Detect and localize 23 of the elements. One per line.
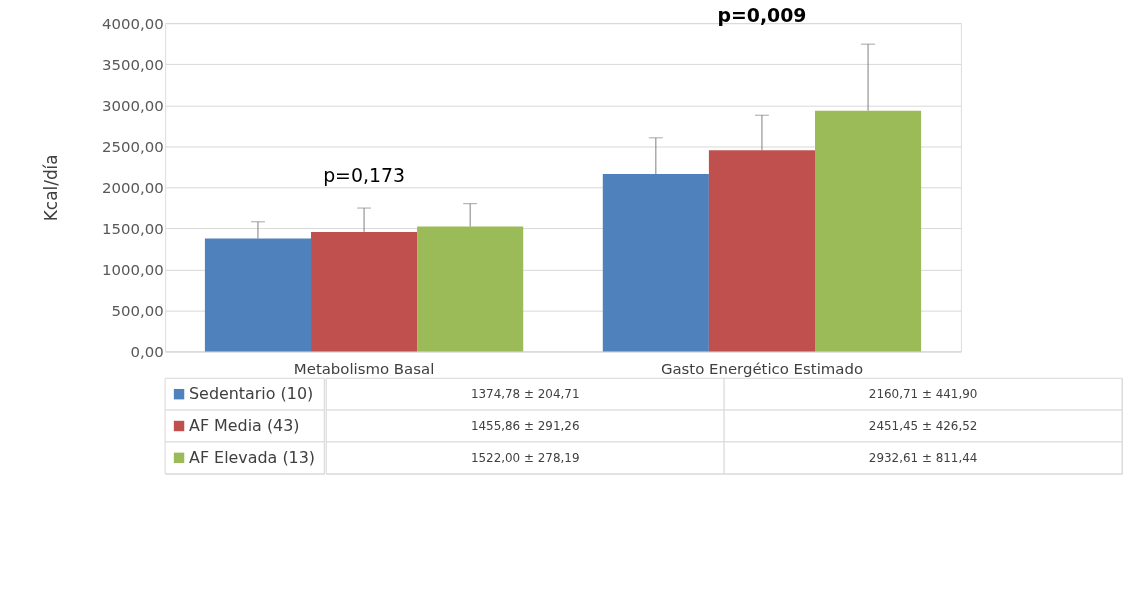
y-tick-label: 0,00 — [130, 342, 164, 361]
y-tick-label: 2500,00 — [101, 137, 164, 156]
data-label: 2932,61 ± 811,44 — [868, 450, 978, 465]
y-tick-label: 4000,00 — [101, 14, 164, 33]
x-tick-label: Gasto Energético Estimado — [660, 359, 864, 378]
data-label: 2451,45 ± 426,52 — [868, 418, 978, 433]
y-tick-label: 3000,00 — [101, 96, 164, 115]
data-label: 1374,78 ± 204,71 — [470, 387, 580, 402]
y-tick-label: 1500,00 — [101, 219, 164, 238]
legend-label: AF Elevada (13) — [188, 447, 316, 467]
annotation: p=0,009 — [717, 4, 807, 27]
x-tick-label: Metabolismo Basal — [293, 359, 435, 378]
legend-label: Sedentario (10) — [188, 384, 314, 404]
y-axis-title: Kcal/día — [41, 154, 62, 222]
y-tick-label: 2000,00 — [101, 178, 164, 197]
y-tick-label: 1000,00 — [101, 260, 164, 279]
data-label: 2160,71 ± 441,90 — [868, 387, 978, 402]
data-label: 1455,86 ± 291,26 — [470, 418, 580, 433]
legend-label: AF Media (43) — [188, 415, 300, 435]
annotation: p=0,173 — [323, 163, 405, 186]
y-tick-label: 500,00 — [111, 301, 164, 320]
data-label: 1522,00 ± 278,19 — [470, 450, 580, 465]
y-tick-label: 3500,00 — [101, 55, 164, 74]
